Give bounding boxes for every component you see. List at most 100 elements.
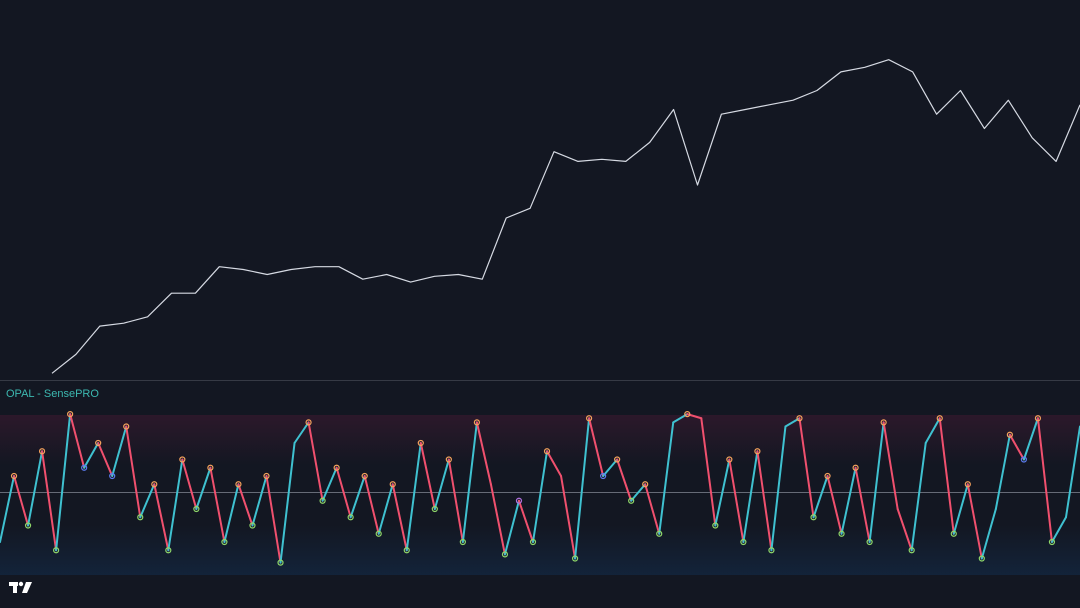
- oscillator-segment: [798, 417, 815, 519]
- oscillator-segment: [826, 475, 843, 535]
- oscillator-segment: [812, 475, 829, 519]
- oscillator-segment: [728, 458, 745, 543]
- trough-marker: [600, 472, 607, 480]
- oscillator-segment: [546, 450, 563, 477]
- peak-marker: [585, 415, 593, 422]
- oscillator-segment: [363, 475, 380, 535]
- trough-marker: [221, 538, 228, 546]
- oscillator-segment: [405, 442, 422, 552]
- trough-marker: [628, 497, 635, 504]
- trough-marker: [347, 514, 354, 521]
- trough-marker: [908, 547, 915, 554]
- oscillator-segment: [419, 442, 436, 510]
- oscillator-segment: [896, 508, 913, 552]
- trough-marker: [529, 538, 537, 546]
- oscillator-segment: [13, 475, 30, 527]
- trough-marker: [459, 538, 466, 546]
- oscillator-segment: [475, 421, 492, 486]
- oscillator-segment: [391, 483, 408, 552]
- tradingview-logo: [9, 581, 32, 593]
- trough-marker: [712, 522, 719, 529]
- trough-marker: [277, 559, 284, 566]
- peak-marker: [543, 448, 551, 455]
- trough-marker: [319, 497, 326, 504]
- oscillator-segment: [854, 466, 871, 543]
- oscillator-segment: [209, 466, 226, 543]
- trough-marker: [249, 522, 256, 529]
- peak-marker: [305, 419, 312, 426]
- trough-marker: [431, 505, 438, 513]
- peak-marker: [515, 497, 523, 504]
- oscillator-segment: [658, 421, 675, 535]
- trough-marker: [768, 547, 775, 554]
- peak-marker: [684, 411, 691, 418]
- trough-marker: [571, 555, 579, 562]
- trough-marker: [866, 538, 873, 546]
- peak-marker: [235, 481, 242, 488]
- oscillator-segment: [966, 483, 983, 560]
- oscillator-segment: [293, 421, 310, 444]
- peak-marker: [473, 419, 480, 426]
- oscillator-segment: [630, 483, 647, 502]
- oscillator-segment: [307, 421, 324, 502]
- peak-marker: [10, 472, 18, 480]
- oscillator-segment: [195, 466, 212, 510]
- peak-marker: [852, 464, 859, 471]
- oscillator-segment: [588, 417, 605, 477]
- oscillator-segment: [517, 499, 534, 543]
- oscillator-segment: [447, 458, 464, 543]
- oscillator-segment: [980, 508, 997, 560]
- oscillator-segment: [433, 458, 450, 510]
- trough-marker: [950, 530, 957, 537]
- peak-marker: [361, 472, 368, 480]
- oscillator-segment: [644, 483, 661, 535]
- oscillator-segment: [69, 413, 86, 469]
- trough-marker: [1048, 538, 1056, 546]
- oscillator-segment: [223, 483, 240, 543]
- peak-marker: [1006, 431, 1013, 438]
- trough-marker: [740, 538, 747, 546]
- trough-marker: [109, 472, 116, 480]
- oversold-zone: [0, 525, 1080, 575]
- oscillator-segment: [1022, 417, 1039, 461]
- trough-marker: [838, 530, 845, 537]
- oscillator-segment: [251, 475, 268, 527]
- oscillator-segment: [938, 417, 955, 535]
- trough-marker: [656, 530, 663, 537]
- oscillator-segment: [335, 466, 352, 519]
- oscillator-segment: [111, 425, 128, 477]
- oscillator-segment: [41, 450, 58, 552]
- oscillator-segment: [377, 483, 394, 535]
- oscillator-segment: [1064, 425, 1080, 519]
- overbought-zone: [0, 415, 1080, 465]
- peak-marker: [389, 481, 396, 488]
- peak-marker: [754, 448, 761, 455]
- peak-marker: [726, 456, 733, 463]
- oscillator-segment: [1050, 516, 1067, 543]
- trough-marker: [403, 547, 410, 554]
- oscillator-segment: [770, 425, 787, 552]
- trough-marker: [978, 555, 985, 562]
- oscillator-segment: [756, 450, 773, 552]
- oscillator-segment: [167, 458, 184, 552]
- peak-marker: [936, 415, 943, 422]
- peak-marker: [642, 481, 649, 488]
- oscillator-segment: [714, 458, 731, 527]
- indicator-title: OPAL - SensePRO: [6, 388, 99, 400]
- oscillator-segment: [237, 483, 254, 527]
- oscillator-segment: [153, 483, 170, 552]
- peak-marker: [964, 481, 971, 488]
- oscillator-segment: [349, 475, 366, 519]
- peak-marker: [796, 415, 803, 422]
- peak-marker: [417, 439, 424, 447]
- trough-marker: [193, 505, 200, 513]
- oscillator-segment: [83, 442, 100, 469]
- oscillator-segment: [125, 425, 142, 519]
- trough-marker: [165, 547, 172, 554]
- oscillator-segment: [882, 421, 899, 510]
- peak-marker: [179, 456, 186, 463]
- peak-marker: [1034, 415, 1042, 422]
- peak-marker: [207, 464, 214, 471]
- oscillator-segment: [910, 442, 927, 552]
